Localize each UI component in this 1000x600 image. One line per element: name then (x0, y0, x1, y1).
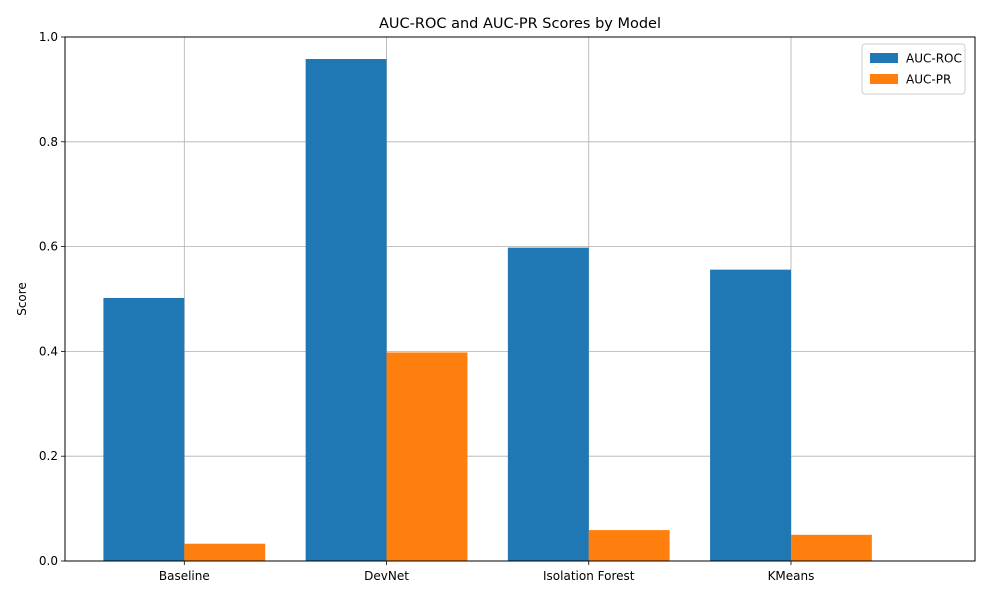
y-tick-label: 0.6 (39, 240, 58, 254)
y-tick-label: 0.8 (39, 135, 58, 149)
bar-auc-pr-baseline (184, 543, 266, 561)
x-axis-ticks: Baseline DevNet Isolation Forest KMeans (159, 561, 815, 583)
x-tick-label: KMeans (768, 569, 815, 583)
legend-label: AUC-ROC (906, 52, 962, 66)
legend-swatch (870, 74, 898, 84)
y-tick-label: 0.4 (39, 344, 58, 358)
bar-auc-roc-isolation-forest (507, 247, 589, 561)
legend-swatch (870, 53, 898, 63)
legend: AUC-ROC AUC-PR (861, 43, 966, 95)
bar-auc-roc-devnet (305, 59, 387, 562)
bar-auc-pr-devnet (386, 352, 468, 561)
y-axis-label: Score (15, 282, 29, 316)
bar-auc-roc-baseline (103, 297, 185, 561)
x-tick-label: Isolation Forest (543, 569, 635, 583)
chart-title: AUC-ROC and AUC-PR Scores by Model (379, 16, 661, 32)
bars (103, 59, 872, 562)
y-tick-label: 0.2 (39, 449, 58, 463)
legend-label: AUC-PR (906, 73, 951, 87)
x-tick-label: Baseline (159, 569, 210, 583)
y-tick-label: 0.0 (39, 554, 58, 568)
x-tick-label: DevNet (364, 569, 409, 583)
plot-frame (64, 36, 976, 562)
bar-auc-pr-isolation-forest (588, 530, 670, 561)
bar-auc-roc-kmeans (710, 269, 791, 561)
bar-auc-pr-kmeans (790, 534, 872, 561)
y-axis-ticks: 0.0 0.2 0.4 0.6 0.8 1.0 (39, 30, 65, 568)
y-tick-label: 1.0 (39, 30, 58, 44)
